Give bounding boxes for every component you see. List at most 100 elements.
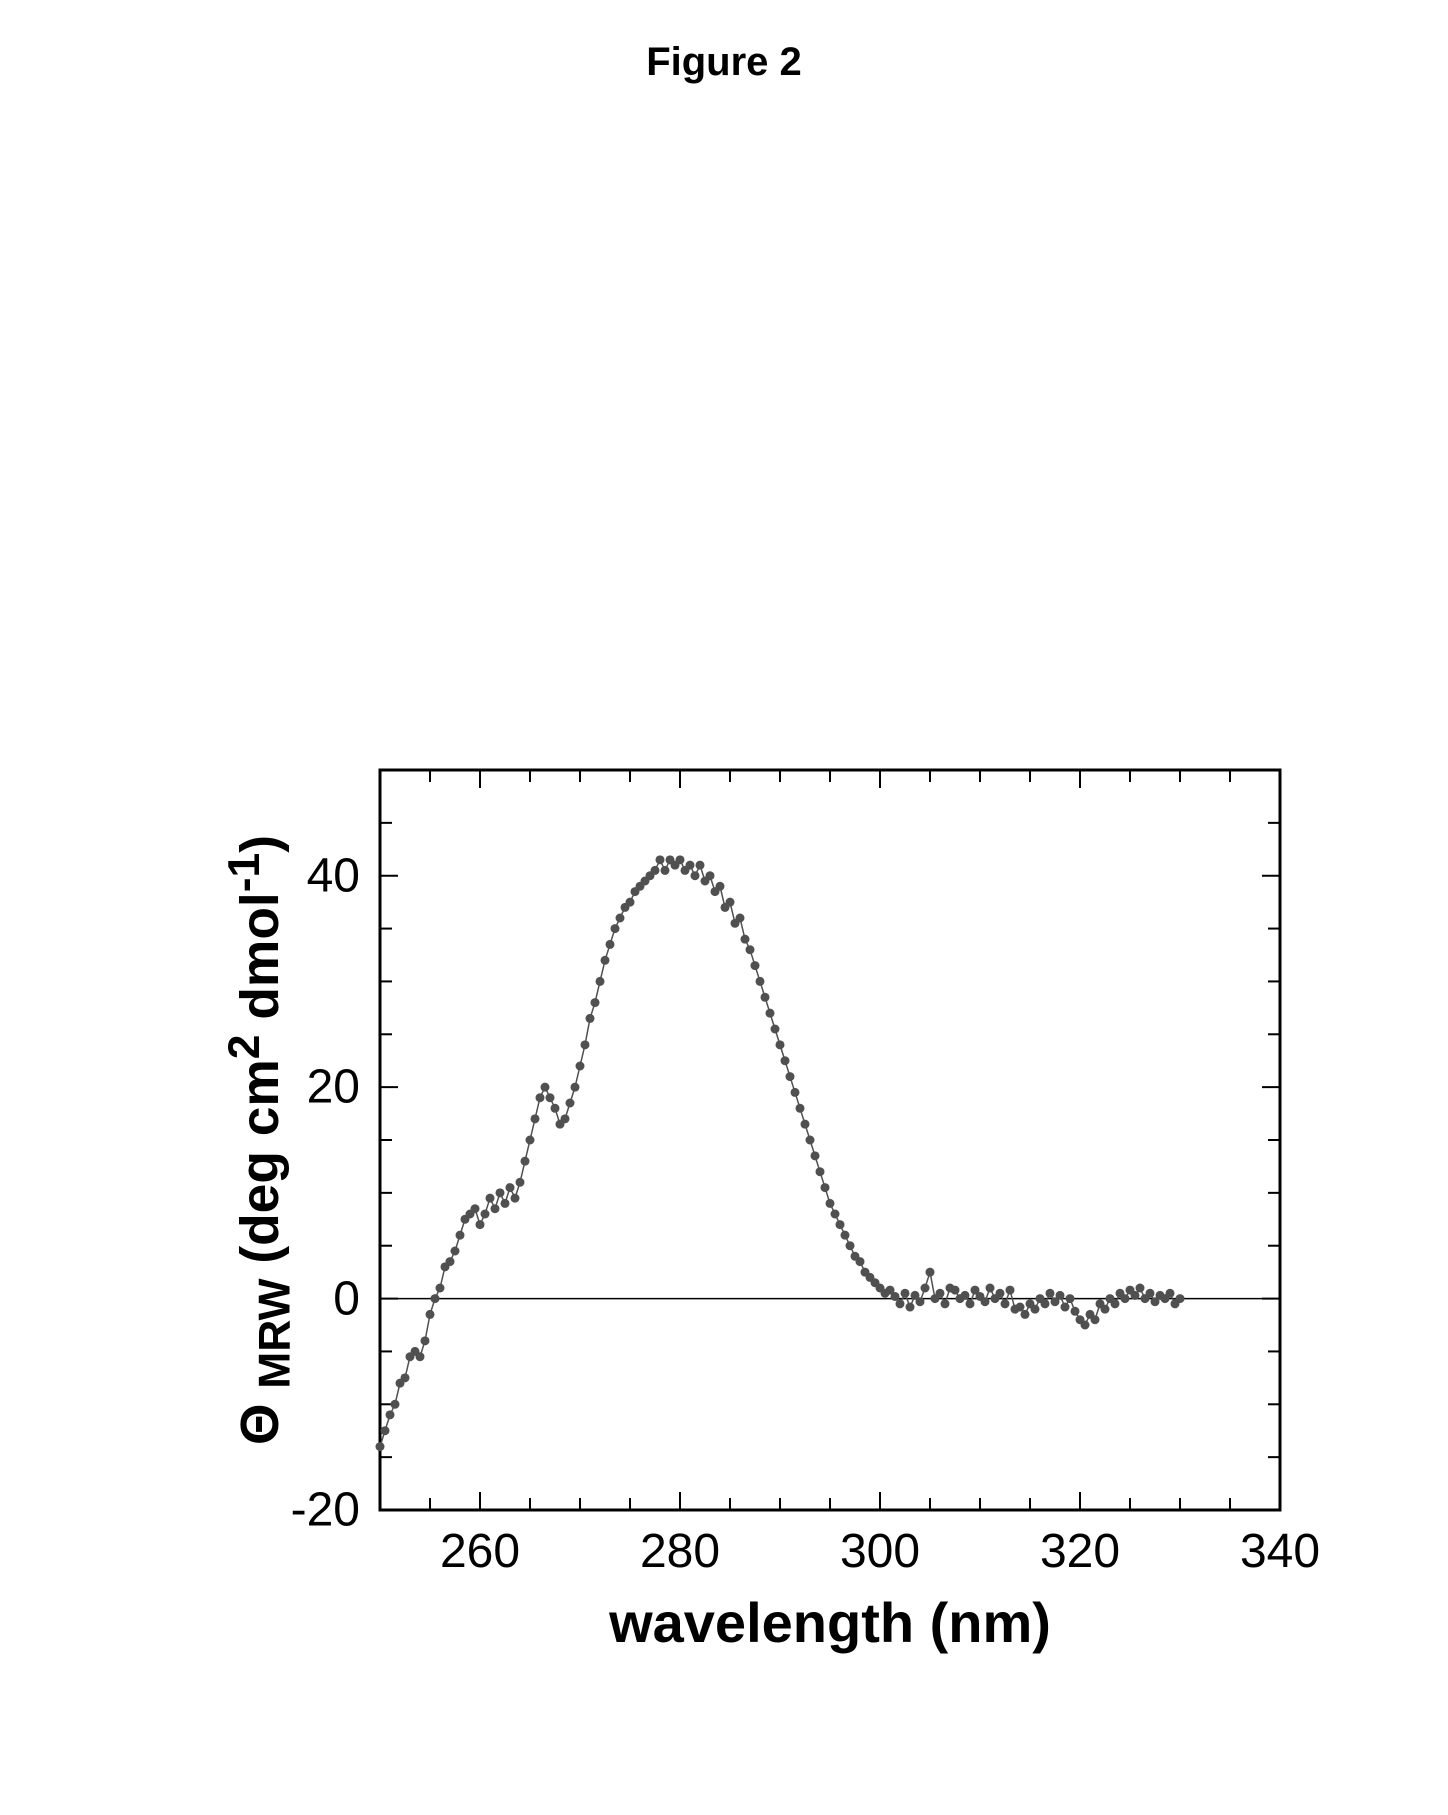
data-point (901, 1289, 910, 1298)
data-point (576, 1062, 585, 1071)
data-point (421, 1336, 430, 1345)
data-point (496, 1188, 505, 1197)
data-point (516, 1178, 525, 1187)
data-point (1176, 1294, 1185, 1303)
data-point (521, 1157, 530, 1166)
data-point (1031, 1305, 1040, 1314)
data-point (431, 1294, 440, 1303)
data-point (821, 1183, 830, 1192)
data-point (391, 1400, 400, 1409)
data-point (826, 1199, 835, 1208)
data-point (736, 914, 745, 923)
data-point (836, 1220, 845, 1229)
chart-container: Θ MRW (deg cm2 dmol-1) wavelength (nm) 2… (190, 740, 1340, 1670)
data-point (446, 1257, 455, 1266)
x-axis-label: wavelength (nm) (190, 1590, 1280, 1655)
data-point (936, 1289, 945, 1298)
data-point (661, 866, 670, 875)
data-point (571, 1083, 580, 1092)
data-point (891, 1292, 900, 1301)
data-point (916, 1297, 925, 1306)
data-point (386, 1410, 395, 1419)
x-tick-label: 300 (840, 1524, 920, 1579)
data-point (951, 1286, 960, 1295)
data-point (1066, 1294, 1075, 1303)
data-point (1136, 1284, 1145, 1293)
data-point (1056, 1291, 1065, 1300)
data-point (501, 1199, 510, 1208)
data-point (596, 977, 605, 986)
data-point (586, 1014, 595, 1023)
data-point (1006, 1286, 1015, 1295)
data-point (611, 924, 620, 933)
data-point (481, 1210, 490, 1219)
data-point (751, 961, 760, 970)
data-point (471, 1204, 480, 1213)
data-point (996, 1289, 1005, 1298)
data-point (1071, 1307, 1080, 1316)
data-point (1001, 1299, 1010, 1308)
x-tick-label: 320 (1040, 1524, 1120, 1579)
data-point (1166, 1289, 1175, 1298)
data-point (856, 1257, 865, 1266)
x-tick-label: 260 (440, 1524, 520, 1579)
data-point (1081, 1321, 1090, 1330)
data-point (541, 1083, 550, 1092)
data-point (786, 1072, 795, 1081)
data-point (416, 1352, 425, 1361)
data-point (591, 998, 600, 1007)
y-tick-label: 0 (190, 1271, 360, 1326)
data-point (726, 898, 735, 907)
data-point (761, 993, 770, 1002)
data-point (831, 1210, 840, 1219)
data-point (791, 1088, 800, 1097)
data-point (456, 1231, 465, 1240)
data-point (801, 1120, 810, 1129)
data-point (626, 898, 635, 907)
data-point (696, 861, 705, 870)
data-point (706, 871, 715, 880)
data-point (476, 1220, 485, 1229)
figure-title: Figure 2 (0, 40, 1448, 85)
data-point (686, 861, 695, 870)
data-point (511, 1194, 520, 1203)
data-point (526, 1136, 535, 1145)
y-tick-label: 20 (190, 1060, 360, 1115)
data-point (426, 1310, 435, 1319)
data-point (1016, 1303, 1025, 1312)
data-point (651, 866, 660, 875)
data-point (796, 1104, 805, 1113)
data-point (506, 1183, 515, 1192)
data-point (981, 1297, 990, 1306)
data-point (656, 855, 665, 864)
data-point (606, 940, 615, 949)
data-point (766, 1009, 775, 1018)
data-point (531, 1114, 540, 1123)
data-point (926, 1268, 935, 1277)
data-point (691, 871, 700, 880)
data-point (811, 1151, 820, 1160)
data-point (546, 1093, 555, 1102)
x-tick-label: 280 (640, 1524, 720, 1579)
data-point (1091, 1315, 1100, 1324)
y-tick-label: 40 (190, 848, 360, 903)
data-point (581, 1040, 590, 1049)
data-point (716, 882, 725, 891)
data-point (451, 1247, 460, 1256)
x-tick-label: 340 (1240, 1524, 1320, 1579)
y-tick-label: -20 (190, 1483, 360, 1538)
data-point (486, 1194, 495, 1203)
data-point (846, 1241, 855, 1250)
data-point (961, 1291, 970, 1300)
data-point (771, 1025, 780, 1034)
data-point (1101, 1305, 1110, 1314)
data-point (536, 1093, 545, 1102)
data-point (1021, 1310, 1030, 1319)
data-point (561, 1114, 570, 1123)
data-point (841, 1231, 850, 1240)
data-point (816, 1167, 825, 1176)
data-point (601, 956, 610, 965)
data-point (1121, 1294, 1130, 1303)
data-point (1146, 1289, 1155, 1298)
data-point (781, 1056, 790, 1065)
